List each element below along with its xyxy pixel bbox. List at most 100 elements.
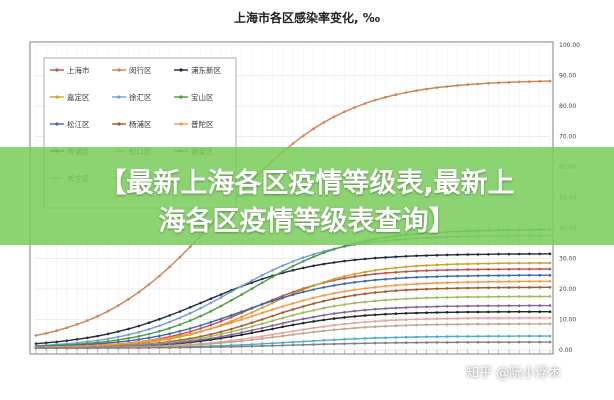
data-point xyxy=(116,346,120,350)
data-point xyxy=(158,343,161,346)
data-point xyxy=(466,286,470,290)
data-point xyxy=(507,261,511,265)
data-point xyxy=(302,256,305,259)
data-point xyxy=(548,310,552,314)
data-point xyxy=(425,254,428,257)
data-point xyxy=(538,286,541,289)
data-point xyxy=(302,290,305,294)
data-point xyxy=(219,335,223,339)
data-point xyxy=(322,306,326,310)
data-point xyxy=(343,259,346,263)
data-point xyxy=(507,286,511,289)
data-point xyxy=(445,317,449,320)
data-point xyxy=(260,342,264,346)
data-point xyxy=(127,337,130,340)
data-point xyxy=(384,277,387,281)
data-point xyxy=(384,341,387,345)
data-point xyxy=(435,269,439,272)
data-point xyxy=(302,328,305,331)
data-point xyxy=(199,306,202,310)
data-point xyxy=(188,344,192,347)
data-point xyxy=(435,275,439,278)
data-point xyxy=(343,110,346,114)
data-point xyxy=(353,275,357,278)
y-tick-label: 70.00 xyxy=(559,134,576,141)
data-point xyxy=(250,321,254,325)
data-point xyxy=(445,268,449,272)
data-point xyxy=(456,281,459,284)
data-point xyxy=(219,332,223,336)
legend-marker xyxy=(117,95,121,99)
data-point xyxy=(322,339,326,342)
data-point xyxy=(250,331,254,335)
data-point xyxy=(291,142,295,145)
data-point xyxy=(291,264,295,268)
data-point xyxy=(487,280,490,284)
data-point xyxy=(517,310,521,314)
data-point xyxy=(487,322,490,326)
data-point xyxy=(476,310,480,314)
data-point xyxy=(260,281,264,285)
data-point xyxy=(456,286,459,290)
data-point xyxy=(404,254,408,258)
data-point xyxy=(302,311,305,314)
data-point xyxy=(425,287,428,291)
data-point xyxy=(528,322,531,326)
data-point xyxy=(312,127,315,130)
data-point xyxy=(517,334,521,338)
data-point xyxy=(538,316,541,320)
data-point xyxy=(250,279,254,282)
data-point xyxy=(373,285,377,289)
data-point xyxy=(302,317,305,321)
data-point xyxy=(250,343,254,346)
data-point xyxy=(96,344,99,347)
data-point xyxy=(86,340,89,344)
data-point xyxy=(271,269,274,272)
data-point xyxy=(384,336,387,340)
y-tick-label: 100.00 xyxy=(559,42,580,49)
data-point xyxy=(147,346,151,350)
data-point xyxy=(497,262,500,265)
data-point xyxy=(96,339,99,342)
data-point xyxy=(343,311,346,314)
data-point xyxy=(363,273,367,277)
data-point xyxy=(312,296,315,300)
data-point xyxy=(487,340,490,344)
data-point xyxy=(250,306,254,310)
data-point xyxy=(312,339,315,343)
data-point xyxy=(230,345,233,349)
data-point xyxy=(548,295,552,298)
data-point xyxy=(548,261,552,265)
data-point xyxy=(384,284,387,288)
data-point xyxy=(199,330,202,333)
data-point xyxy=(363,320,367,324)
data-point xyxy=(127,333,130,337)
data-point xyxy=(456,310,459,314)
data-point xyxy=(188,346,192,349)
data-point xyxy=(394,93,398,96)
data-point xyxy=(425,275,428,279)
data-point xyxy=(168,314,171,317)
data-point xyxy=(199,335,202,338)
legend-marker xyxy=(179,68,183,72)
data-point xyxy=(548,340,552,344)
data-point xyxy=(435,281,439,285)
data-point xyxy=(240,333,243,337)
data-point xyxy=(528,340,531,344)
data-point xyxy=(487,274,490,277)
data-point xyxy=(281,322,285,325)
data-point xyxy=(517,261,521,265)
data-point xyxy=(466,295,470,299)
data-point xyxy=(260,335,264,338)
data-point xyxy=(538,334,541,338)
data-point xyxy=(353,337,357,341)
data-point xyxy=(168,326,171,330)
data-point xyxy=(86,346,89,350)
data-point xyxy=(281,344,285,347)
data-point xyxy=(230,313,233,317)
data-point xyxy=(445,341,449,344)
data-point xyxy=(322,318,326,322)
data-point xyxy=(312,309,315,312)
data-point xyxy=(343,342,346,346)
data-point xyxy=(487,268,490,271)
